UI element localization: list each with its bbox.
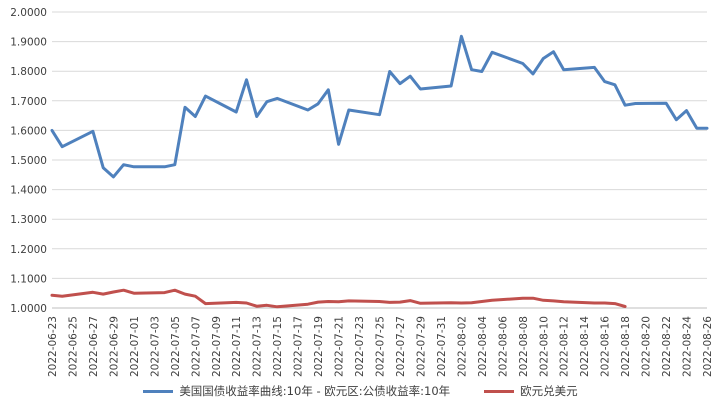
y-tick-label-8: 1.8000 bbox=[10, 66, 47, 78]
legend-swatch-series-1 bbox=[143, 389, 174, 393]
y-tick-label-10: 2.0000 bbox=[10, 7, 47, 19]
series-line-1 bbox=[50, 34, 709, 179]
series-lines bbox=[50, 34, 709, 309]
x-tick-label-30: 2022-08-22 bbox=[661, 316, 673, 377]
series-line-2 bbox=[50, 288, 627, 309]
y-axis-tick-labels: 1.0000 1.1000 1.2000 1.3000 1.4000 1.5000 1.60… bbox=[10, 7, 47, 315]
legend-label-series-2: 欧元兑美元 bbox=[520, 384, 578, 398]
legend-swatch-series-2 bbox=[484, 389, 515, 393]
y-tick-label-5: 1.5000 bbox=[10, 155, 47, 167]
y-tick-label-2: 1.2000 bbox=[10, 244, 47, 256]
x-tick-label-12: 2022-07-17 bbox=[293, 316, 305, 377]
x-tick-label-29: 2022-08-20 bbox=[641, 316, 653, 377]
x-tick-label-9: 2022-07-11 bbox=[231, 316, 243, 377]
x-tick-label-26: 2022-08-14 bbox=[579, 316, 591, 377]
x-tick-label-7: 2022-07-07 bbox=[190, 316, 202, 377]
y-tick-label-9: 1.9000 bbox=[10, 37, 47, 49]
x-tick-label-2: 2022-06-27 bbox=[88, 316, 100, 377]
y-tick-label-6: 1.6000 bbox=[10, 125, 47, 137]
x-tick-label-14: 2022-07-21 bbox=[334, 316, 346, 377]
x-tick-label-17: 2022-07-27 bbox=[395, 316, 407, 377]
x-tick-label-18: 2022-07-29 bbox=[415, 316, 427, 377]
y-tick-label-7: 1.7000 bbox=[10, 96, 47, 108]
legend-item-series-1: 美国国债收益率曲线:10年 - 欧元区:公债收益率:10年 bbox=[143, 383, 450, 399]
x-tick-label-11: 2022-07-15 bbox=[272, 316, 284, 377]
x-tick-label-8: 2022-07-09 bbox=[211, 316, 223, 377]
x-tick-label-31: 2022-08-24 bbox=[682, 316, 694, 377]
x-tick-label-19: 2022-07-31 bbox=[436, 316, 448, 377]
y-tick-label-3: 1.3000 bbox=[10, 214, 47, 226]
x-tick-label-6: 2022-07-05 bbox=[170, 316, 182, 377]
x-tick-label-3: 2022-06-29 bbox=[108, 316, 120, 377]
gridlines bbox=[52, 11, 707, 309]
x-tick-label-13: 2022-07-19 bbox=[313, 316, 325, 377]
x-tick-label-5: 2022-07-03 bbox=[149, 316, 161, 377]
y-tick-label-4: 1.4000 bbox=[10, 185, 47, 197]
x-tick-label-32: 2022-08-26 bbox=[702, 316, 714, 377]
x-tick-label-15: 2022-07-23 bbox=[354, 316, 366, 377]
x-axis-tick-labels: 2022-06-23 2022-06-25 2022-06-27 2022-06-29… bbox=[47, 316, 714, 377]
x-tick-label-28: 2022-08-18 bbox=[620, 316, 632, 377]
legend: 美国国债收益率曲线:10年 - 欧元区:公债收益率:10年 欧元兑美元 bbox=[0, 380, 721, 402]
y-tick-label-1: 1.1000 bbox=[10, 273, 47, 285]
x-tick-label-0: 2022-06-23 bbox=[47, 316, 59, 377]
x-tick-label-24: 2022-08-10 bbox=[538, 316, 550, 377]
x-tick-label-1: 2022-06-25 bbox=[67, 316, 79, 377]
x-tick-label-4: 2022-07-01 bbox=[129, 316, 141, 377]
y-tick-label-0: 1.0000 bbox=[10, 303, 47, 315]
legend-label-series-1: 美国国债收益率曲线:10年 - 欧元区:公债收益率:10年 bbox=[179, 384, 451, 398]
x-tick-label-27: 2022-08-16 bbox=[600, 316, 612, 377]
x-tick-label-10: 2022-07-13 bbox=[252, 316, 264, 377]
x-tick-label-21: 2022-08-04 bbox=[477, 316, 489, 377]
x-tick-label-23: 2022-08-08 bbox=[518, 316, 530, 377]
x-tick-label-16: 2022-07-25 bbox=[375, 316, 387, 377]
x-tick-label-22: 2022-08-06 bbox=[497, 316, 509, 377]
legend-item-series-2: 欧元兑美元 bbox=[484, 383, 578, 399]
x-tick-label-20: 2022-08-02 bbox=[456, 316, 468, 377]
x-tick-label-25: 2022-08-12 bbox=[559, 316, 571, 377]
